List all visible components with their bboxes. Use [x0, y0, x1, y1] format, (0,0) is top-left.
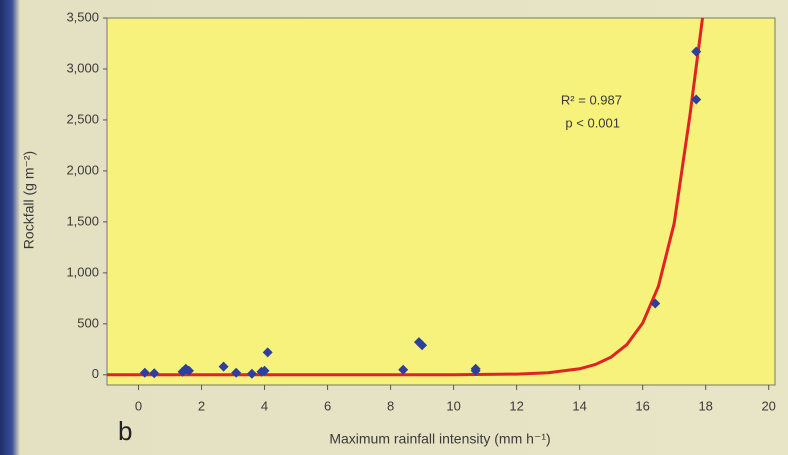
x-tick-label: 16 [635, 398, 649, 413]
data-point [398, 364, 409, 375]
data-point [417, 340, 428, 351]
data-point [259, 365, 270, 376]
x-tick-label: 18 [698, 398, 712, 413]
x-axis-label: Maximum rainfall intensity (mm h⁻¹) [329, 431, 550, 447]
x-tick-label: 4 [261, 398, 268, 413]
data-point [691, 46, 702, 57]
data-point [183, 365, 194, 376]
data-point [231, 367, 242, 378]
data-point [139, 367, 150, 378]
data-point [218, 361, 229, 372]
y-tick-label: 500 [77, 315, 99, 330]
y-tick-label: 1,500 [66, 213, 99, 228]
y-tick-label: 2,000 [66, 162, 99, 177]
annotation: p < 0.001 [565, 115, 620, 130]
plot-area [106, 17, 776, 386]
panel-label: b [118, 416, 132, 446]
data-point [246, 368, 257, 379]
x-tick-label: 2 [198, 398, 205, 413]
x-tick-label: 6 [324, 398, 331, 413]
x-tick-label: 12 [509, 398, 523, 413]
y-tick-label: 3,500 [66, 9, 99, 24]
x-tick-label: 10 [446, 398, 460, 413]
data-point [650, 298, 661, 309]
x-tick-label: 20 [761, 398, 775, 413]
y-tick-label: 3,000 [66, 60, 99, 75]
y-tick-label: 1,000 [66, 264, 99, 279]
annotation: R² = 0.987 [561, 92, 622, 107]
y-tick-label: 2,500 [66, 111, 99, 126]
x-tick-label: 14 [572, 398, 586, 413]
data-point [149, 368, 160, 379]
x-tick-label: 8 [387, 398, 394, 413]
y-tick-label: 0 [92, 366, 99, 381]
data-point [262, 347, 273, 358]
data-point [470, 363, 481, 374]
y-axis-label: Rockfall (g m⁻²) [21, 151, 37, 249]
data-point [691, 94, 702, 105]
x-tick-label: 0 [135, 398, 142, 413]
